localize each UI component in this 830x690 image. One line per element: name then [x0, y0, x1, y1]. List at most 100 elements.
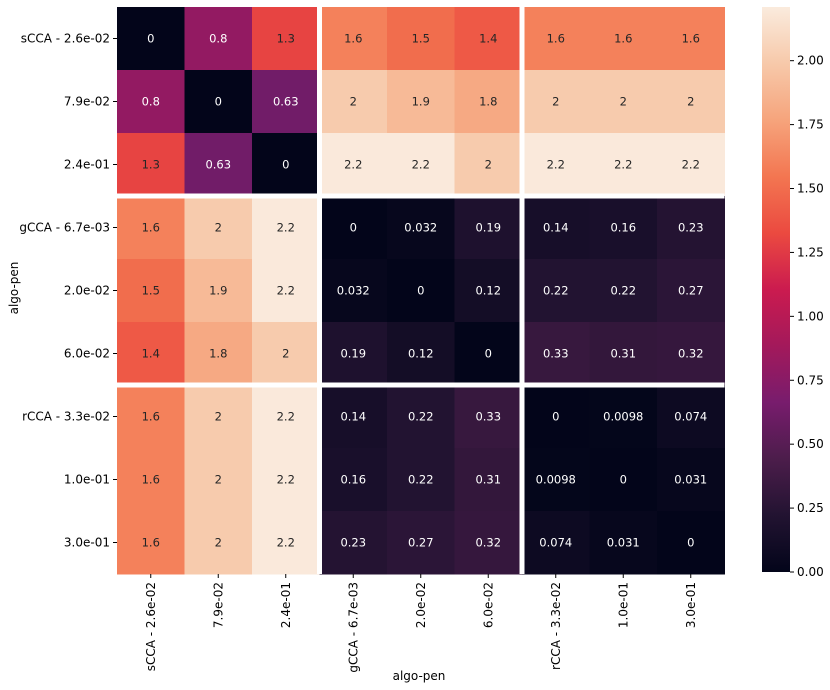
heatmap-cell — [589, 133, 658, 197]
cell-annotation: 1.3 — [277, 32, 295, 46]
x-axis-label: algo-pen — [393, 669, 446, 683]
cell-annotation: 1.6 — [142, 473, 160, 487]
colorbar-tick-label: 0.75 — [797, 373, 824, 387]
x-tick-label: 7.9e-02 — [211, 582, 225, 628]
cell-annotation: 0.33 — [475, 410, 501, 424]
y-tick-label: 2.4e-01 — [64, 158, 110, 172]
y-axis-label: algo-pen — [7, 262, 21, 315]
heatmap-cell — [184, 385, 253, 449]
y-tick-label: gCCA - 6.7e-03 — [19, 221, 110, 235]
heatmap-cell — [657, 385, 725, 449]
heatmap-cell — [252, 7, 320, 71]
heatmap-cell — [657, 322, 725, 386]
cell-annotation: 0.074 — [674, 410, 707, 424]
heatmap-cell — [117, 385, 185, 449]
cell-annotation: 0.8 — [142, 95, 160, 109]
heatmap-cell — [522, 322, 590, 386]
heatmap-cell — [117, 448, 185, 512]
cell-annotation: 2.2 — [614, 158, 632, 172]
heatmap-cell — [454, 196, 523, 260]
heatmap-cell — [252, 448, 320, 512]
heatmap-cell — [454, 7, 523, 71]
heatmap-cell — [522, 133, 590, 197]
cell-annotation: 0.032 — [404, 221, 437, 235]
cell-annotation: 0.12 — [475, 284, 501, 298]
heatmap-cell — [657, 196, 725, 260]
cell-annotation: 1.3 — [142, 158, 160, 172]
heatmap-cell — [117, 133, 185, 197]
heatmap-cell — [252, 322, 320, 386]
cell-annotation: 0 — [687, 536, 694, 550]
cell-annotation: 0.31 — [475, 473, 501, 487]
cell-annotation: 2.2 — [277, 410, 295, 424]
cell-annotation: 0.16 — [340, 473, 366, 487]
heatmap-cell — [319, 322, 388, 386]
heatmap-cell — [589, 511, 658, 575]
colorbar-tick-label: 1.50 — [797, 182, 824, 196]
y-tick-labels: sCCA - 2.6e-02 7.9e-02 2.4e-01 gCCA - 6.7e-… — [19, 32, 117, 550]
cell-annotation: 0 — [215, 95, 222, 109]
cell-annotation: 1.6 — [547, 32, 565, 46]
heatmap-cell — [589, 385, 658, 449]
y-tick-label: 1.0e-01 — [64, 473, 110, 487]
cell-annotation: 2 — [485, 158, 492, 172]
cell-annotation: 0.0098 — [603, 410, 643, 424]
x-tick-label: 3.0e-01 — [684, 582, 698, 628]
heatmap-cell — [522, 385, 590, 449]
heatmap-cell — [252, 259, 320, 323]
cell-annotation: 0.074 — [539, 536, 572, 550]
cell-annotation: 0 — [417, 284, 424, 298]
heatmap-cell — [589, 448, 658, 512]
cell-annotation: 1.6 — [142, 410, 160, 424]
x-tick-labels: sCCA - 2.6e-02 7.9e-02 2.4e-01 gCCA - 6.7e-… — [144, 574, 698, 673]
y-tick-label: 7.9e-02 — [64, 95, 110, 109]
x-tick-label: 1.0e-01 — [616, 582, 630, 628]
colorbar-tick-label: 2.00 — [797, 54, 824, 68]
heatmap-cell — [589, 7, 658, 71]
heatmap-cell — [522, 196, 590, 260]
cell-annotation: 0.22 — [610, 284, 636, 298]
cell-annotation: 1.8 — [479, 95, 497, 109]
heatmap-cell — [657, 259, 725, 323]
heatmap-cell — [319, 511, 388, 575]
cell-annotation: 0.32 — [678, 347, 704, 361]
cell-annotation: 0.0098 — [536, 473, 576, 487]
cell-annotation: 0 — [620, 473, 627, 487]
cell-annotation: 1.6 — [614, 32, 632, 46]
heatmap-cell — [252, 70, 320, 134]
cell-annotation: 0 — [485, 347, 492, 361]
heatmap-cell — [252, 133, 320, 197]
y-tick-label: rCCA - 3.3e-02 — [22, 410, 110, 424]
cell-annotation: 2 — [215, 536, 222, 550]
cell-annotation: 2.2 — [277, 473, 295, 487]
heatmap-cell — [319, 7, 388, 71]
cell-annotation: 0.27 — [678, 284, 704, 298]
heatmap-cell — [184, 322, 253, 386]
cell-annotation: 0.19 — [475, 221, 501, 235]
cell-annotation: 1.9 — [209, 284, 227, 298]
heatmap-cell — [454, 448, 523, 512]
cell-annotation: 2 — [687, 95, 694, 109]
cell-annotation: 0.23 — [340, 536, 366, 550]
colorbar-tick-label: 0.00 — [797, 565, 824, 579]
heatmap-cell — [117, 322, 185, 386]
cell-annotation: 1.5 — [142, 284, 160, 298]
heatmap-cell — [319, 196, 388, 260]
heatmap-cell — [184, 511, 253, 575]
cell-annotation: 0.031 — [674, 473, 707, 487]
heatmap-cell — [387, 259, 455, 323]
heatmap-cell — [387, 448, 455, 512]
cell-annotation: 2.2 — [277, 536, 295, 550]
cell-annotation: 0.32 — [475, 536, 501, 550]
cell-annotation: 2.2 — [682, 158, 700, 172]
heatmap-cell — [522, 259, 590, 323]
heatmap-cell — [522, 7, 590, 71]
heatmap-cell — [589, 322, 658, 386]
heatmap-cell — [657, 448, 725, 512]
heatmap-cell — [589, 259, 658, 323]
cell-annotation: 0.14 — [340, 410, 366, 424]
heatmap-cell — [454, 385, 523, 449]
heatmap-cell — [184, 259, 253, 323]
heatmap-cell — [117, 259, 185, 323]
cell-annotation: 0.22 — [408, 410, 434, 424]
